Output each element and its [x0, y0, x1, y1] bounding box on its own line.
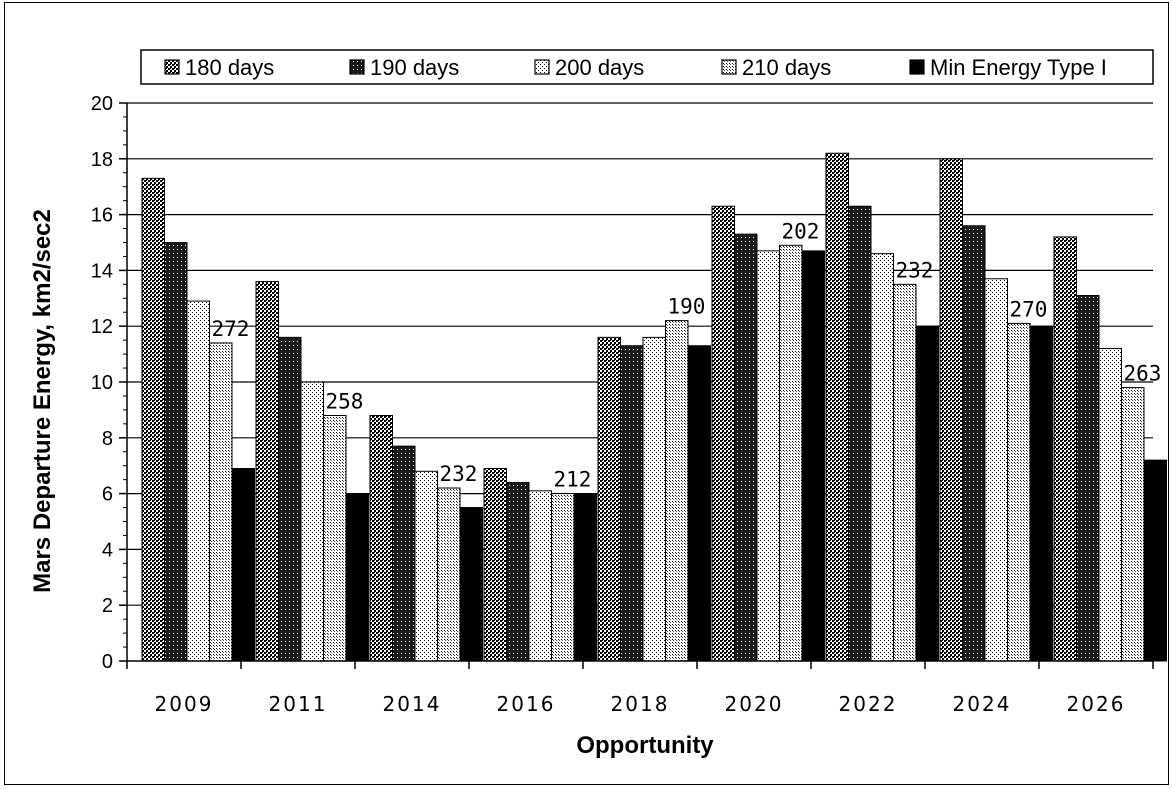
- bar: [939, 158, 963, 662]
- legend-label: 190 days: [370, 55, 459, 80]
- bar: [915, 325, 939, 662]
- bar: [962, 225, 986, 662]
- bar: [984, 278, 1008, 662]
- legend-label: 210 days: [742, 55, 831, 80]
- legend-label: 200 days: [555, 55, 644, 80]
- bar: [620, 345, 644, 662]
- bar: [300, 381, 324, 662]
- bar: [231, 467, 255, 662]
- bar: [437, 487, 461, 662]
- bar: [141, 177, 165, 662]
- x-tick-label: 2014: [383, 692, 442, 716]
- data-label: 232: [440, 462, 478, 486]
- data-label: 258: [326, 389, 364, 413]
- y-tick-label: 12: [91, 316, 113, 338]
- y-tick-label: 2: [102, 595, 113, 617]
- x-tick-label: 2009: [155, 692, 214, 716]
- axes: 0 2 4 6 8 10 12 14 16 18 20 2009 2011 2014 2016 2018 202…: [91, 93, 1154, 716]
- bar: [528, 490, 552, 662]
- bar: [642, 336, 666, 662]
- bar: [164, 242, 188, 662]
- bar: [414, 470, 438, 662]
- legend-swatch: [349, 59, 365, 75]
- legend-swatch: [164, 59, 180, 75]
- legend-swatch: [909, 59, 925, 75]
- labels: 272 258 232 212 190 202 232 270 263: [212, 219, 1162, 491]
- x-tick-label: 2018: [611, 692, 670, 716]
- bar: [551, 493, 575, 662]
- data-label: 272: [212, 317, 250, 341]
- y-tick-label: 20: [91, 93, 113, 115]
- legend-swatch: [721, 59, 737, 75]
- bar: [665, 320, 689, 662]
- data-label: 263: [1124, 362, 1162, 386]
- bars: [141, 152, 1167, 662]
- y-tick-label: 18: [91, 149, 113, 171]
- bar: [848, 205, 872, 662]
- bar: [734, 233, 758, 662]
- bar: [186, 300, 210, 662]
- x-tick-label: 2022: [839, 692, 898, 716]
- bar: [1007, 322, 1031, 662]
- x-tick-label: 2026: [1067, 692, 1126, 716]
- bar: [209, 342, 233, 662]
- bar: [459, 507, 483, 662]
- bar: [687, 345, 711, 662]
- data-label: 190: [668, 295, 706, 319]
- legend: 180 days 190 days 200 days 210 days Min Ener…: [140, 49, 1154, 85]
- bar: [756, 250, 780, 662]
- bar: [711, 205, 735, 662]
- legend-swatch: [534, 59, 550, 75]
- bar: [278, 336, 302, 662]
- bar: [893, 283, 917, 662]
- x-tick-label: 2024: [953, 692, 1012, 716]
- y-axis-title: Mars Departure Energy, km2/sec2: [29, 209, 56, 593]
- x-tick-label: 2016: [497, 692, 556, 716]
- bar: [1029, 325, 1053, 662]
- bar: [369, 414, 393, 662]
- bar: [597, 336, 621, 662]
- bar: [870, 253, 894, 662]
- bar: [392, 445, 416, 662]
- bar: [779, 244, 803, 662]
- bar: [1053, 236, 1077, 662]
- data-label: 212: [554, 468, 592, 492]
- bar: [483, 467, 507, 662]
- bar: [323, 414, 347, 662]
- y-tick-label: 0: [102, 651, 113, 673]
- bar: [1076, 295, 1100, 662]
- bar: [825, 152, 849, 662]
- bar: [573, 493, 597, 662]
- x-axis-title: Opportunity: [576, 732, 714, 759]
- y-tick-label: 6: [102, 484, 113, 506]
- bar: [345, 493, 369, 662]
- bar: [1121, 387, 1145, 662]
- legend-label: Min Energy Type I: [930, 55, 1107, 80]
- bar: [255, 281, 279, 662]
- legend-box: [140, 49, 1154, 85]
- legend-label: 180 days: [185, 55, 274, 80]
- bar: [1143, 459, 1167, 662]
- y-tick-label: 4: [102, 539, 113, 561]
- y-tick-label: 10: [91, 372, 113, 394]
- y-tick-label: 16: [91, 205, 113, 227]
- data-label: 270: [1010, 297, 1048, 321]
- data-label: 232: [896, 258, 934, 282]
- y-tick-label: 14: [91, 260, 113, 282]
- bar: [506, 481, 530, 662]
- x-tick-label: 2020: [725, 692, 784, 716]
- y-tick-label: 8: [102, 428, 113, 450]
- bar: [801, 250, 825, 662]
- x-tick-label: 2011: [269, 692, 328, 716]
- bar: [1098, 348, 1122, 662]
- data-label: 202: [782, 219, 820, 243]
